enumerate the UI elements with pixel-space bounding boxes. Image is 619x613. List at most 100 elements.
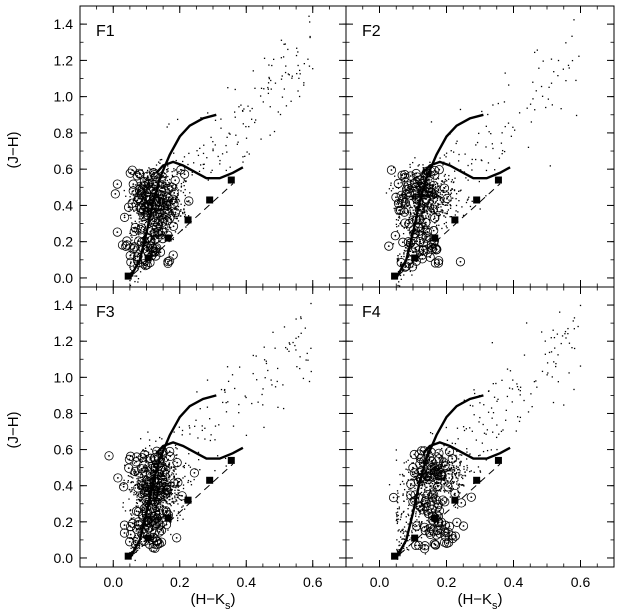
- scatter-point: [141, 543, 143, 545]
- x-tick-label: 0.4: [237, 574, 257, 590]
- scatter-point: [396, 226, 398, 228]
- scatter-point: [284, 71, 287, 74]
- scatter-point: [426, 212, 428, 214]
- scatter-point: [449, 204, 452, 207]
- scatter-point: [136, 184, 138, 186]
- scatter-point: [491, 143, 493, 145]
- scatter-point: [454, 177, 456, 179]
- scatter-point: [134, 474, 136, 476]
- circled-source-center: [158, 212, 161, 215]
- scatter-point: [147, 192, 150, 194]
- scatter-point: [129, 462, 132, 464]
- scatter-point: [176, 483, 179, 485]
- scatter-point: [165, 482, 167, 484]
- scatter-point: [432, 204, 435, 207]
- scatter-point: [147, 217, 149, 219]
- scatter-point: [432, 500, 434, 502]
- scatter-point: [408, 255, 410, 257]
- scatter-point: [158, 485, 160, 487]
- scatter-point: [411, 180, 413, 183]
- scatter-point: [150, 190, 152, 192]
- scatter-point: [409, 221, 411, 223]
- scatter-point: [153, 214, 155, 216]
- scatter-point: [156, 209, 159, 212]
- circled-source: [432, 244, 442, 255]
- scatter-point: [147, 431, 149, 433]
- scatter-point: [485, 195, 487, 197]
- scatter-point: [157, 187, 159, 189]
- scatter-point: [414, 205, 416, 207]
- circled-source-center: [145, 482, 147, 485]
- scatter-point: [129, 268, 132, 270]
- scatter-point: [407, 479, 409, 481]
- scatter-point: [214, 439, 216, 441]
- ctts-marker: [411, 254, 419, 262]
- scatter-point: [156, 494, 159, 497]
- scatter-point: [163, 490, 165, 492]
- scatter-point: [431, 462, 433, 465]
- scatter-point: [165, 490, 167, 492]
- scatter-point: [137, 266, 139, 268]
- scatter-point: [153, 231, 155, 234]
- scatter-point: [427, 227, 429, 229]
- scatter-point: [452, 151, 455, 153]
- scatter-point: [138, 213, 140, 215]
- scatter-point: [448, 492, 450, 494]
- scatter-point: [243, 108, 245, 110]
- scatter-point: [463, 171, 466, 173]
- scatter-point: [297, 64, 299, 67]
- scatter-point: [158, 483, 161, 485]
- circled-source-center: [430, 191, 433, 194]
- scatter-point: [174, 495, 176, 497]
- scatter-point: [151, 218, 154, 221]
- circled-source-center: [422, 207, 424, 210]
- scatter-point: [245, 125, 247, 128]
- circled-source-center: [132, 189, 135, 192]
- scatter-point: [434, 212, 437, 215]
- scatter-point: [157, 471, 160, 473]
- scatter-point: [166, 502, 168, 504]
- scatter-point: [404, 197, 407, 199]
- scatter-point: [157, 228, 160, 231]
- scatter-point: [299, 367, 301, 370]
- scatter-point: [169, 178, 171, 181]
- scatter-point: [412, 209, 414, 211]
- scatter-point: [412, 200, 415, 203]
- circled-source-center: [136, 255, 139, 258]
- scatter-point: [148, 467, 151, 469]
- scatter-point: [182, 160, 184, 163]
- scatter-point: [414, 229, 417, 232]
- scatter-point: [424, 191, 426, 193]
- scatter-point: [149, 520, 151, 523]
- scatter-point: [164, 479, 167, 482]
- scatter-point: [415, 237, 417, 239]
- scatter-point: [224, 457, 227, 460]
- circled-source-center: [418, 179, 421, 181]
- scatter-point: [138, 482, 140, 485]
- scatter-point: [551, 104, 553, 106]
- scatter-point: [146, 468, 148, 470]
- scatter-point: [177, 205, 180, 208]
- scatter-point: [144, 210, 147, 212]
- scatter-point: [265, 360, 267, 362]
- scatter-point: [135, 541, 137, 544]
- scatter-point: [166, 480, 168, 482]
- scatter-point: [172, 184, 174, 187]
- scatter-point: [162, 475, 164, 477]
- scatter-point: [408, 188, 411, 191]
- scatter-point: [447, 178, 450, 180]
- scatter-point: [400, 204, 403, 207]
- scatter-point: [137, 476, 139, 478]
- scatter-point: [145, 461, 147, 464]
- scatter-point: [443, 491, 446, 493]
- scatter-point: [170, 504, 172, 507]
- circled-source: [133, 252, 143, 262]
- scatter-point: [144, 469, 146, 471]
- scatter-point: [170, 484, 172, 486]
- scatter-point: [168, 499, 170, 501]
- scatter-point: [120, 484, 122, 486]
- scatter-point: [414, 213, 417, 215]
- panel-f3: 0.0 0.2 0.4 0.60.00.20.40.60.81.01.21.4 F3: [54, 286, 347, 590]
- scatter-point: [152, 215, 155, 217]
- scatter-point: [189, 192, 191, 194]
